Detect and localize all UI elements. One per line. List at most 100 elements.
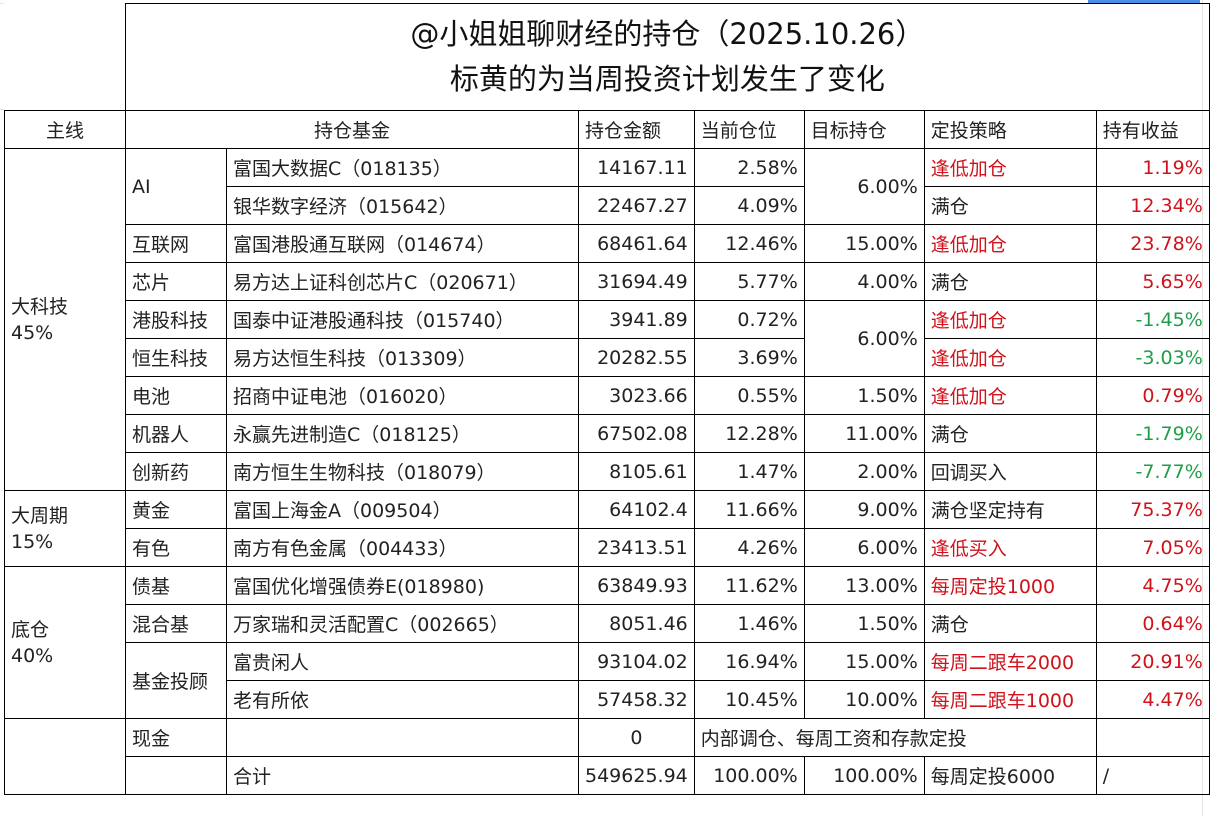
strategy-cell[interactable]: 逢低加仓 [923, 148, 1097, 187]
total-label[interactable]: 合计 [226, 756, 579, 795]
fund-cell[interactable]: 富国上海金A（009504） [226, 490, 579, 529]
target-cell[interactable]: 15.00% [803, 224, 925, 263]
total-amount[interactable]: 549625.94 [578, 756, 695, 795]
strategy-cell[interactable]: 满仓 [923, 262, 1097, 301]
position-cell[interactable]: 0.55% [693, 376, 805, 415]
position-cell[interactable]: 4.26% [693, 528, 805, 567]
position-cell[interactable]: 3.69% [693, 338, 805, 377]
strategy-cell[interactable]: 满仓坚定持有 [923, 490, 1097, 529]
sub-cell[interactable]: 创新药 [125, 452, 227, 491]
return-cell[interactable]: 7.05% [1095, 528, 1210, 567]
position-cell[interactable]: 10.45% [693, 680, 805, 719]
amount-cell[interactable]: 68461.64 [578, 224, 695, 263]
fund-cell[interactable]: 富国大数据C（018135） [226, 148, 579, 187]
fund-cell[interactable]: 万家瑞和灵活配置C（002665） [226, 604, 579, 643]
header-cell[interactable]: 持仓基金 [125, 110, 579, 149]
cash-note[interactable]: 内部调仓、每周工资和存款定投 [693, 718, 1097, 757]
strategy-cell[interactable]: 满仓 [923, 604, 1097, 643]
header-cell[interactable]: 主线 [4, 110, 126, 149]
return-cell[interactable]: 75.37% [1095, 490, 1210, 529]
amount-cell[interactable]: 14167.11 [578, 148, 695, 187]
return-cell[interactable]: 4.47% [1095, 680, 1210, 719]
amount-cell[interactable]: 22467.27 [578, 186, 695, 225]
strategy-cell[interactable]: 逢低加仓 [923, 338, 1097, 377]
amount-cell[interactable]: 57458.32 [578, 680, 695, 719]
sub-cell[interactable]: 互联网 [125, 224, 227, 263]
title-cell[interactable]: @小姐姐聊财经的持仓（2025.10.26） 标黄的为当周投资计划发生了变化 [125, 3, 1210, 111]
cash-amount[interactable]: 0 [578, 718, 695, 757]
total-position[interactable]: 100.00% [693, 756, 805, 795]
fund-cell[interactable]: 老有所依 [226, 680, 579, 719]
fund-cell[interactable]: 招商中证电池（016020） [226, 376, 579, 415]
total-return[interactable]: / [1095, 756, 1210, 795]
position-cell[interactable]: 12.28% [693, 414, 805, 453]
fund-cell[interactable]: 国泰中证港股通科技（015740） [226, 300, 579, 339]
header-cell[interactable]: 持有收益 [1095, 110, 1210, 149]
position-cell[interactable]: 1.47% [693, 452, 805, 491]
return-cell[interactable]: -3.03% [1095, 338, 1210, 377]
target-cell[interactable]: 1.50% [803, 376, 925, 415]
position-cell[interactable]: 1.46% [693, 604, 805, 643]
sub-cell[interactable]: 机器人 [125, 414, 227, 453]
return-cell[interactable]: 0.64% [1095, 604, 1210, 643]
amount-cell[interactable]: 67502.08 [578, 414, 695, 453]
amount-cell[interactable]: 8105.61 [578, 452, 695, 491]
fund-cell[interactable]: 富国港股通互联网（014674） [226, 224, 579, 263]
sub-cell[interactable]: 电池 [125, 376, 227, 415]
position-cell[interactable]: 0.72% [693, 300, 805, 339]
amount-cell[interactable]: 8051.46 [578, 604, 695, 643]
sub-cell[interactable]: 恒生科技 [125, 338, 227, 377]
return-cell[interactable]: -1.79% [1095, 414, 1210, 453]
amount-cell[interactable]: 3023.66 [578, 376, 695, 415]
target-cell[interactable]: 4.00% [803, 262, 925, 301]
amount-cell[interactable]: 64102.4 [578, 490, 695, 529]
header-cell[interactable]: 当前仓位 [693, 110, 805, 149]
sub-cell[interactable]: 债基 [125, 566, 227, 605]
sub-cell[interactable]: 基金投顾 [125, 642, 227, 719]
target-cell[interactable]: 6.00% [803, 148, 925, 225]
position-cell[interactable]: 11.66% [693, 490, 805, 529]
sub-cell[interactable]: 芯片 [125, 262, 227, 301]
total-strategy[interactable]: 每周定投6000 [923, 756, 1097, 795]
amount-cell[interactable]: 3941.89 [578, 300, 695, 339]
return-cell[interactable]: 12.34% [1095, 186, 1210, 225]
return-cell[interactable]: 4.75% [1095, 566, 1210, 605]
return-cell[interactable]: -7.77% [1095, 452, 1210, 491]
strategy-cell[interactable]: 回调买入 [923, 452, 1097, 491]
header-cell[interactable]: 定投策略 [923, 110, 1097, 149]
fund-cell[interactable]: 银华数字经济（015642） [226, 186, 579, 225]
amount-cell[interactable]: 93104.02 [578, 642, 695, 681]
target-cell[interactable]: 6.00% [803, 528, 925, 567]
strategy-cell[interactable]: 逢低加仓 [923, 376, 1097, 415]
amount-cell[interactable]: 63849.93 [578, 566, 695, 605]
strategy-cell[interactable]: 每周二跟车1000 [923, 680, 1097, 719]
target-cell[interactable]: 9.00% [803, 490, 925, 529]
target-cell[interactable]: 6.00% [803, 300, 925, 377]
position-cell[interactable]: 12.46% [693, 224, 805, 263]
sub-cell[interactable]: 港股科技 [125, 300, 227, 339]
header-cell[interactable]: 持仓金额 [578, 110, 695, 149]
group-cell-cycle[interactable]: 大周期 15% [4, 490, 126, 567]
target-cell[interactable]: 2.00% [803, 452, 925, 491]
strategy-cell[interactable]: 满仓 [923, 414, 1097, 453]
blank-cell[interactable] [125, 756, 227, 795]
fund-cell[interactable]: 南方恒生生物科技（018079） [226, 452, 579, 491]
fund-cell[interactable]: 富国优化增强债券E(018980) [226, 566, 579, 605]
strategy-cell[interactable]: 逢低加仓 [923, 300, 1097, 339]
return-cell[interactable]: 5.65% [1095, 262, 1210, 301]
blank-cell[interactable] [1095, 718, 1210, 757]
fund-cell[interactable]: 易方达上证科创芯片C（020671） [226, 262, 579, 301]
blank-group-cell[interactable] [4, 718, 126, 795]
position-cell[interactable]: 11.62% [693, 566, 805, 605]
strategy-cell[interactable]: 每周二跟车2000 [923, 642, 1097, 681]
strategy-cell[interactable]: 逢低加仓 [923, 224, 1097, 263]
fund-cell[interactable]: 南方有色金属（004433） [226, 528, 579, 567]
target-cell[interactable]: 1.50% [803, 604, 925, 643]
total-target[interactable]: 100.00% [803, 756, 925, 795]
fund-cell[interactable]: 永赢先进制造C（018125） [226, 414, 579, 453]
sub-cell[interactable]: AI [125, 148, 227, 225]
strategy-cell[interactable]: 每周定投1000 [923, 566, 1097, 605]
return-cell[interactable]: 23.78% [1095, 224, 1210, 263]
return-cell[interactable]: 1.19% [1095, 148, 1210, 187]
position-cell[interactable]: 2.58% [693, 148, 805, 187]
